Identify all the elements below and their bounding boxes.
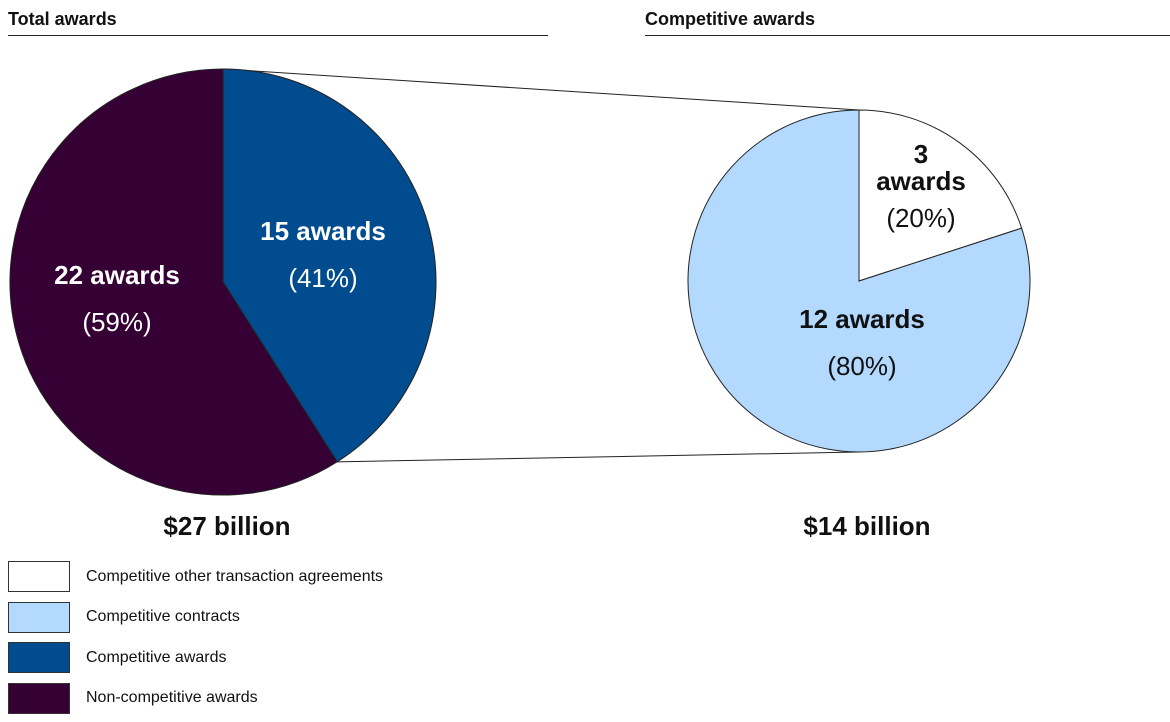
- pie-slice-non-competitive-awards: [9, 68, 338, 496]
- pie-slice-competitive-contracts: [687, 109, 1031, 453]
- slice-count-label: 3 awards: [876, 139, 966, 196]
- legend-item-competitive-awards: Competitive awards: [8, 641, 383, 674]
- slice-count-label: 22 awards: [54, 260, 180, 290]
- legend-label: Competitive other transaction agreements: [86, 567, 384, 585]
- legend-swatch: [8, 642, 70, 673]
- legend-item-competitive-contracts: Competitive contracts: [8, 601, 383, 634]
- total-awards-pie: 15 awards (41%) 22 awards (59%): [9, 68, 437, 496]
- pie-slice-competitive-other-transaction-agreements: [858, 109, 1023, 282]
- legend-label: Non-competitive awards: [86, 689, 258, 706]
- competitive-awards-title: Competitive awards: [645, 9, 1170, 36]
- legend-label: Competitive contracts: [86, 608, 240, 625]
- pie-slice-competitive-awards: [222, 68, 437, 463]
- legend-swatch: [8, 561, 70, 592]
- legend-item-other-transaction-agreements: Competitive other transaction agreements: [8, 560, 383, 593]
- slice-count-label: 15 awards: [260, 216, 386, 246]
- legend: Competitive other transaction agreements…: [8, 560, 383, 722]
- total-awards-amount: $27 billion: [163, 511, 290, 541]
- competitive-awards-pie: 3 awards (20%) 12 awards (80%): [687, 109, 1031, 453]
- legend-item-non-competitive-awards: Non-competitive awards: [8, 682, 383, 715]
- slice-percent-label: (80%): [827, 351, 896, 381]
- slice-percent-label: (59%): [82, 307, 151, 337]
- connector-line-top: [222, 68, 860, 111]
- slice-count-label: 12 awards: [799, 304, 925, 334]
- legend-swatch: [8, 601, 70, 633]
- slice-percent-label: (20%): [886, 203, 955, 233]
- connector-line-bottom: [337, 451, 860, 463]
- legend-label: Competitive awards: [86, 648, 227, 666]
- legend-swatch: [8, 682, 70, 714]
- slice-percent-label: (41%): [288, 263, 357, 293]
- total-awards-title: Total awards: [8, 9, 548, 36]
- competitive-awards-amount: $14 billion: [803, 511, 930, 541]
- connector-lines: [222, 68, 860, 463]
